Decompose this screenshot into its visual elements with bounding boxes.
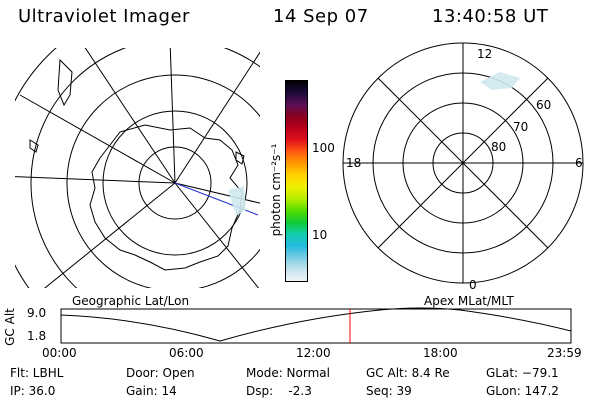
time-tick-2: 12:00 — [296, 346, 331, 360]
geographic-caption: Geographic Lat/Lon — [72, 294, 190, 308]
colorbar-tick-100: 100 — [312, 141, 335, 155]
altitude-tick-high: 9.0 — [27, 306, 47, 320]
mlat-label-70: 70 — [513, 120, 529, 134]
altitude-tick-low: 1.8 — [27, 329, 47, 343]
mlt-label-12: 12 — [477, 47, 493, 61]
time-tick-1: 06:00 — [169, 346, 204, 360]
time-tick-4: 23:59 — [547, 346, 582, 360]
mode-readout: Mode: Normal — [246, 366, 330, 380]
time-tick-3: 18:00 — [423, 346, 458, 360]
antarctica-coastline — [89, 124, 243, 271]
mlt-line-diagonal — [377, 77, 549, 249]
meridian-line — [19, 94, 176, 184]
door-readout: Door: Open — [126, 366, 195, 380]
meridian-line — [15, 176, 176, 184]
south-america-coastline — [57, 58, 73, 107]
meridian-line — [44, 182, 176, 288]
seq-readout: Seq: 39 — [366, 384, 412, 398]
glon-readout: GLon: 147.2 — [486, 384, 559, 398]
time-tick-0: 00:00 — [42, 346, 77, 360]
lat-circle — [102, 110, 248, 256]
meridian-line — [169, 48, 176, 184]
filter-readout: Flt: LBHL — [10, 366, 64, 380]
mlat-label-80: 80 — [491, 140, 507, 154]
island-coastline — [235, 151, 245, 165]
observation-date: 14 Sep 07 — [273, 6, 369, 27]
dsp-readout: Dsp: -2.3 — [246, 384, 312, 398]
mlt-label-18: 18 — [346, 156, 362, 170]
mlt-label-6: 6 — [575, 156, 583, 170]
meridian-line — [84, 48, 176, 184]
glat-readout: GLat: −79.1 — [486, 366, 559, 380]
mlat-label-60: 60 — [536, 98, 552, 112]
gain-readout: Gain: 14 — [126, 384, 177, 398]
observation-time: 13:40:58 UT — [432, 6, 549, 27]
mlt-label-0: 0 — [469, 278, 477, 292]
colorbar-tick-10: 10 — [312, 228, 328, 242]
aurora-patch — [228, 186, 246, 216]
island-coastline — [29, 139, 39, 153]
meridian-line — [174, 51, 260, 184]
lat-circle — [30, 48, 260, 288]
lat-circle — [66, 74, 260, 288]
gc-alt-readout: GC Alt: 8.4 Re — [366, 366, 450, 380]
aurora-patch — [480, 72, 520, 90]
ip-readout: IP: 36.0 — [10, 384, 56, 398]
altitude-curve — [60, 307, 572, 342]
intensity-colorbar — [285, 80, 308, 282]
lat-circle — [138, 146, 212, 220]
meridian-line — [174, 182, 260, 288]
meridian-line — [174, 182, 260, 204]
apex-caption: Apex MLat/MLT — [424, 294, 514, 308]
instrument-title: Ultraviolet Imager — [18, 6, 190, 27]
altitude-plot-frame — [60, 308, 572, 344]
